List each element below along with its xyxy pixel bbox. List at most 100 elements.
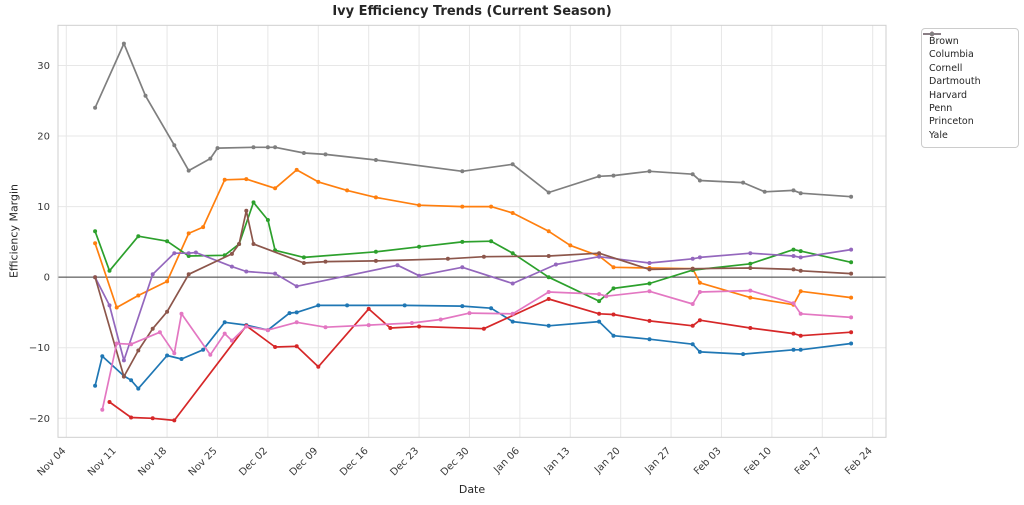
data-point — [611, 286, 616, 291]
data-point — [489, 306, 494, 311]
data-point — [201, 225, 206, 230]
data-point — [510, 281, 515, 286]
data-point — [316, 364, 321, 369]
data-point — [114, 341, 119, 346]
data-point — [510, 319, 515, 324]
y-axis-label: Efficiency Margin — [7, 183, 21, 279]
data-point — [460, 204, 465, 209]
data-point — [791, 247, 796, 252]
data-point — [157, 330, 162, 335]
y-tick-label: 10 — [37, 202, 50, 213]
data-point — [690, 256, 695, 261]
data-point — [510, 311, 515, 316]
data-point — [417, 324, 422, 329]
data-point — [208, 352, 213, 357]
data-point — [345, 303, 350, 308]
data-point — [201, 347, 206, 352]
data-point — [611, 265, 616, 270]
data-point — [316, 179, 321, 184]
data-point — [849, 330, 854, 335]
plot-frame — [57, 24, 887, 438]
data-point — [150, 272, 155, 277]
data-point — [301, 261, 306, 265]
data-point — [172, 351, 177, 356]
data-point — [647, 318, 652, 323]
legend-entry-princeton: Princeton — [923, 31, 1012, 128]
series-line-yale — [94, 42, 852, 198]
data-point — [244, 177, 249, 182]
data-point — [690, 342, 695, 347]
data-point — [229, 264, 234, 269]
x-tick-label: Dec 09 — [288, 446, 321, 479]
data-point — [690, 302, 695, 306]
data-point — [690, 172, 695, 177]
data-point — [546, 229, 551, 234]
data-point — [481, 254, 486, 259]
data-point — [647, 289, 652, 294]
data-point — [186, 168, 191, 173]
data-point — [510, 211, 515, 215]
data-point — [849, 194, 854, 199]
data-point — [388, 326, 393, 330]
data-point — [611, 333, 616, 338]
data-point — [849, 315, 854, 320]
y-tick-label: 20 — [37, 132, 50, 143]
data-point — [748, 288, 753, 293]
data-point — [438, 317, 443, 322]
data-point — [546, 297, 551, 301]
data-point — [791, 347, 796, 352]
data-point — [366, 323, 371, 328]
data-point — [237, 242, 242, 246]
x-tick-label: Feb 24 — [843, 446, 875, 478]
data-point — [373, 258, 378, 263]
series-dartmouth — [107, 297, 854, 423]
data-point — [417, 273, 422, 278]
legend-label: Dartmouth — [929, 76, 981, 88]
data-point — [741, 352, 746, 357]
data-point — [366, 306, 371, 311]
x-axis-label: Date — [458, 483, 486, 496]
data-point — [373, 158, 378, 162]
data-point — [165, 309, 170, 314]
data-point — [373, 195, 378, 200]
data-point — [417, 244, 422, 249]
data-point — [402, 303, 407, 308]
data-point — [294, 320, 299, 325]
data-point — [791, 188, 796, 193]
series-princeton — [100, 288, 854, 412]
legend-entry-dartmouth: Dartmouth — [923, 31, 1012, 88]
data-point — [251, 242, 256, 246]
data-point — [467, 311, 472, 316]
data-point — [129, 378, 134, 383]
x-tick-label: Jan 13 — [542, 446, 573, 477]
data-point — [849, 260, 854, 265]
data-point — [244, 208, 249, 213]
series-line-dartmouth — [108, 298, 852, 422]
data-point — [604, 294, 609, 299]
data-point — [93, 229, 98, 234]
data-point — [690, 323, 695, 328]
data-point — [798, 191, 803, 196]
legend-label: Princeton — [929, 116, 974, 128]
data-point — [762, 189, 767, 194]
data-point — [791, 267, 796, 272]
legend-label: Yale — [929, 129, 948, 141]
legend: Brown Columbia Cornell Dartmouth Harvard Penn… — [921, 28, 1019, 149]
data-point — [510, 251, 515, 256]
data-point — [445, 256, 450, 261]
data-point — [294, 167, 299, 172]
data-point — [460, 169, 465, 174]
data-point — [546, 290, 551, 294]
data-point — [93, 383, 98, 388]
x-tick-label: Feb 17 — [793, 446, 825, 478]
data-point — [294, 284, 299, 289]
x-tick-label: Feb 10 — [742, 446, 774, 478]
data-point — [647, 267, 652, 272]
data-point — [136, 293, 141, 298]
data-point — [597, 292, 602, 297]
data-point — [611, 173, 616, 178]
data-point — [294, 310, 299, 315]
data-point — [121, 41, 126, 46]
data-point — [395, 263, 400, 268]
